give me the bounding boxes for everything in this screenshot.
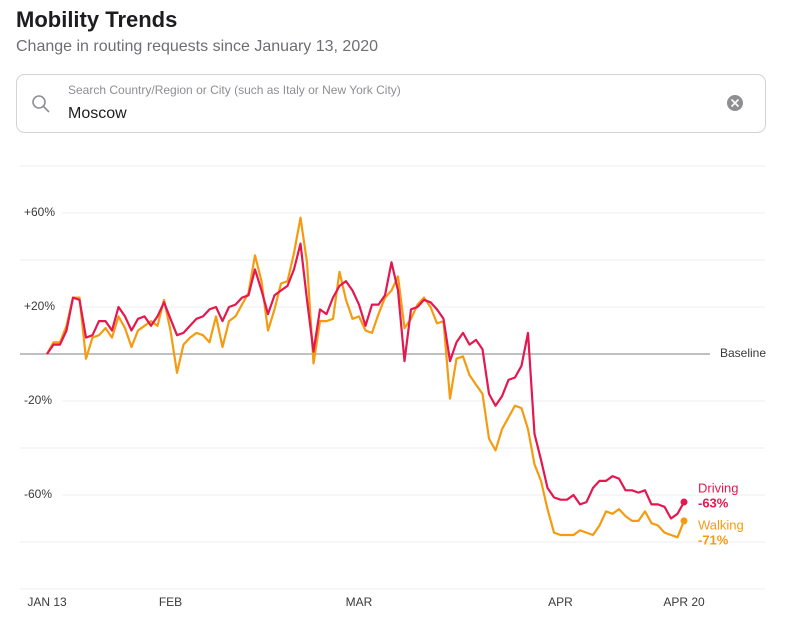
title: Mobility Trends: [16, 7, 177, 32]
x-tick-label: APR 20: [663, 595, 705, 609]
tick-label-bg: [20, 393, 62, 409]
subtitle: Change in routing requests since January…: [16, 38, 378, 55]
search-icon: [32, 95, 50, 113]
series-value-label: -71%: [698, 532, 729, 547]
search-box[interactable]: [16, 74, 766, 133]
x-tick-label: FEB: [159, 595, 182, 609]
x-tick-label: APR: [548, 595, 573, 609]
line: [46, 242, 685, 520]
y-tick-label: -20%: [24, 393, 52, 407]
line: [46, 216, 686, 539]
x-tick-label: MAR: [346, 595, 373, 609]
y-tick-label: -60%: [24, 487, 52, 501]
tick-label-bg: [20, 299, 62, 315]
y-tick-label: +60%: [24, 205, 55, 219]
y-tick-label: +20%: [24, 299, 55, 313]
series-name: Driving: [698, 480, 738, 495]
series-value-label: -63%: [698, 495, 729, 510]
end-dot: [680, 498, 688, 506]
tick-label-bg: [20, 487, 62, 503]
x-tick-label: JAN 13: [27, 595, 67, 609]
series-name: Walking: [698, 517, 744, 532]
clear-button[interactable]: [727, 95, 743, 111]
tick-label-bg: [20, 205, 62, 221]
end-dot: [680, 517, 688, 525]
search-value: Moscow: [68, 105, 127, 122]
baseline-label: Baseline: [720, 346, 766, 360]
search-placeholder: Search Country/Region or City (such as I…: [68, 83, 401, 97]
